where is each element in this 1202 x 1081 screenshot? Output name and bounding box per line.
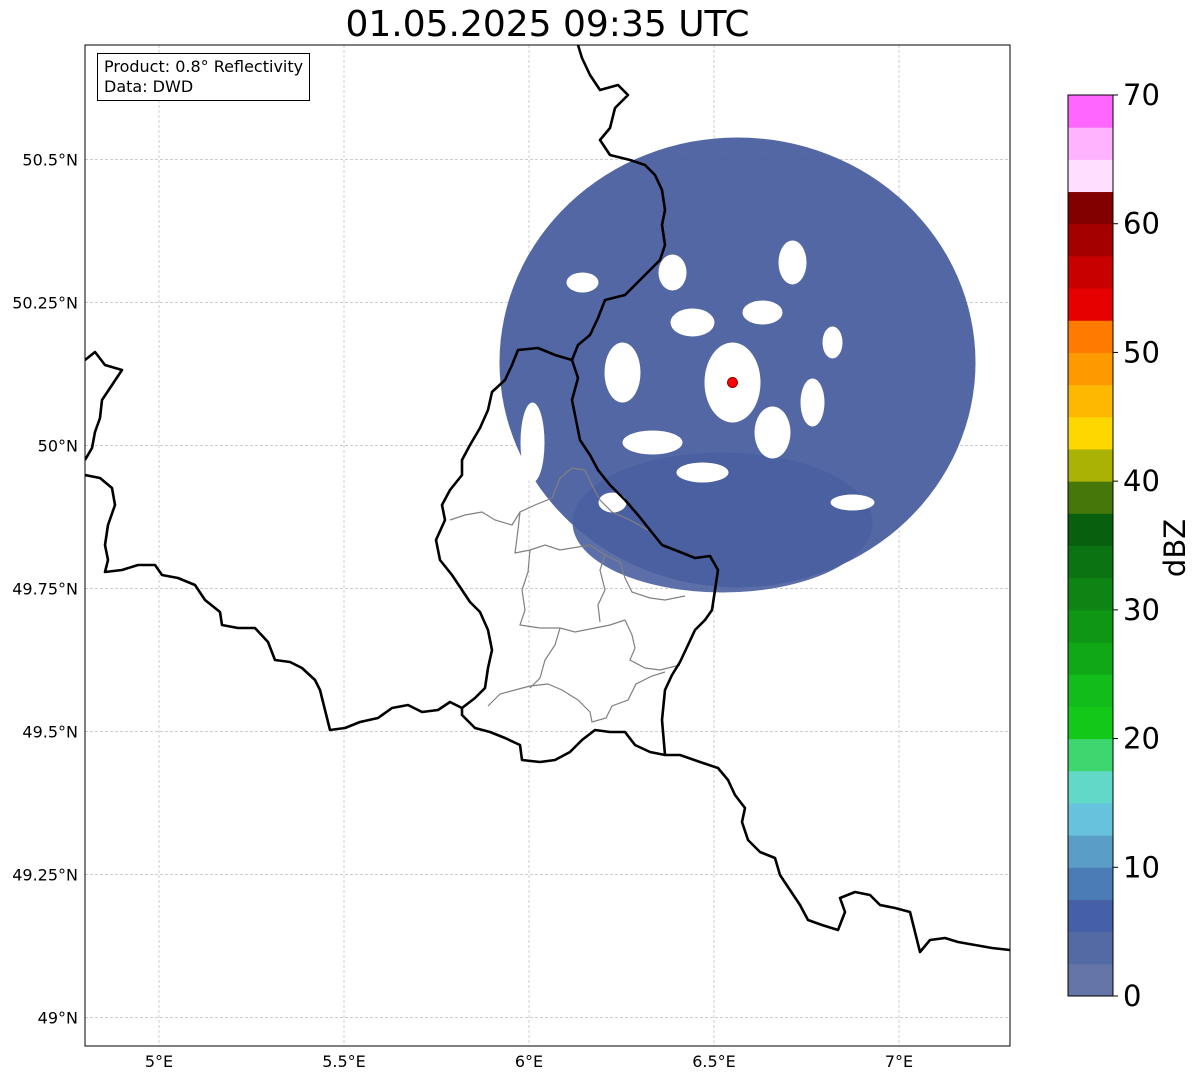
- colorbar-segment: [1068, 674, 1113, 707]
- lon-tick-label: 6.5°E: [692, 1052, 736, 1071]
- lat-tick-label: 50°N: [38, 436, 78, 455]
- map-title: 01.05.2025 09:35 UTC: [345, 4, 750, 45]
- colorbar-segment: [1068, 867, 1113, 900]
- lon-tick-label: 7°E: [885, 1052, 913, 1071]
- echo-gap: [754, 406, 791, 459]
- colorbar-tick-label: 60: [1123, 207, 1160, 241]
- colorbar-segment: [1068, 159, 1113, 193]
- lon-tick-label: 6°E: [515, 1052, 543, 1071]
- colorbar-tick-label: 70: [1123, 78, 1160, 112]
- colorbar-segment: [1068, 899, 1113, 933]
- colorbar-segment: [1068, 416, 1113, 450]
- colorbar-segment: [1068, 191, 1113, 225]
- colorbar-tick-label: 30: [1123, 593, 1160, 627]
- product-label: Product: 0.8° Reflectivity: [104, 57, 304, 76]
- echo-gap: [676, 462, 729, 483]
- echo-gap: [622, 430, 683, 455]
- colorbar-segment: [1068, 288, 1113, 321]
- radar-echo: [499, 137, 976, 593]
- colorbar-segment: [1068, 481, 1113, 514]
- lat-tick-label: 49.25°N: [12, 865, 78, 884]
- colorbar-tick-label: 50: [1123, 335, 1160, 369]
- echo-gap: [520, 402, 545, 483]
- colorbar-segments: [1068, 95, 1113, 997]
- colorbar-segment: [1068, 545, 1113, 579]
- national-borders: [85, 45, 1010, 954]
- latitude-tick-labels: 49°N 49.25°N 49.5°N 49.75°N 50°N 50.25°N 50.5°…: [12, 150, 78, 1027]
- echo-gap: [778, 240, 807, 285]
- colorbar-tick-label: 10: [1123, 850, 1160, 884]
- colorbar-segment: [1068, 963, 1113, 997]
- colorbar-segment: [1068, 320, 1113, 353]
- map-frame: [84, 44, 1011, 1047]
- colorbar-segment: [1068, 223, 1113, 257]
- lon-tick-label: 5.5°E: [322, 1052, 366, 1071]
- colorbar-frame: [1067, 94, 1114, 997]
- colorbar-tick-label: 0: [1123, 979, 1141, 1013]
- lon-tick-label: 5°E: [145, 1052, 173, 1071]
- colorbar-segment: [1068, 95, 1113, 128]
- colorbar-tick-label: 20: [1123, 722, 1160, 756]
- colorbar-segment: [1068, 448, 1113, 482]
- radar-site-marker: [727, 376, 738, 388]
- colorbar-segment: [1068, 577, 1113, 611]
- lat-tick-label: 49.75°N: [12, 579, 78, 598]
- echo-gap: [598, 492, 627, 513]
- echo-gap: [830, 494, 875, 511]
- colorbar-segment: [1068, 255, 1113, 289]
- echo-gap: [742, 300, 783, 325]
- echo-gap: [604, 342, 641, 403]
- echo-gap: [566, 272, 599, 293]
- lat-tick-label: 50.5°N: [22, 150, 78, 169]
- colorbar-segment: [1068, 642, 1113, 675]
- colorbar-segment: [1068, 802, 1113, 836]
- echo-gap: [670, 308, 715, 337]
- lat-tick-label: 50.25°N: [12, 293, 78, 312]
- colorbar-segment: [1068, 352, 1113, 386]
- colorbar-tick-label: 40: [1123, 464, 1160, 498]
- echo-gap: [822, 326, 843, 359]
- colorbar-segment: [1068, 384, 1113, 418]
- data-source-label: Data: DWD: [104, 77, 194, 96]
- colorbar-segment: [1068, 770, 1113, 804]
- echo-gap: [658, 254, 687, 291]
- echo-lobe: [572, 452, 873, 593]
- colorbar-ticks: 0 10 20 30 40 50 60 70: [1113, 78, 1160, 1013]
- longitude-tick-labels: 5°E 5.5°E 6°E 6.5°E 7°E: [145, 1052, 913, 1071]
- lat-tick-label: 49°N: [38, 1008, 78, 1027]
- colorbar-segment: [1068, 609, 1113, 643]
- colorbar-segment: [1068, 931, 1113, 965]
- echo-gap: [800, 378, 825, 427]
- province-borders: [449, 467, 686, 723]
- colorbar-segment: [1068, 835, 1113, 868]
- colorbar-label: dBZ: [1158, 519, 1192, 577]
- lat-tick-label: 49.5°N: [22, 722, 78, 741]
- colorbar-segment: [1068, 127, 1113, 160]
- colorbar-segment: [1068, 738, 1113, 772]
- colorbar-segment: [1068, 706, 1113, 740]
- info-box: Product: 0.8° Reflectivity Data: DWD: [97, 53, 311, 101]
- colorbar-segment: [1068, 513, 1113, 546]
